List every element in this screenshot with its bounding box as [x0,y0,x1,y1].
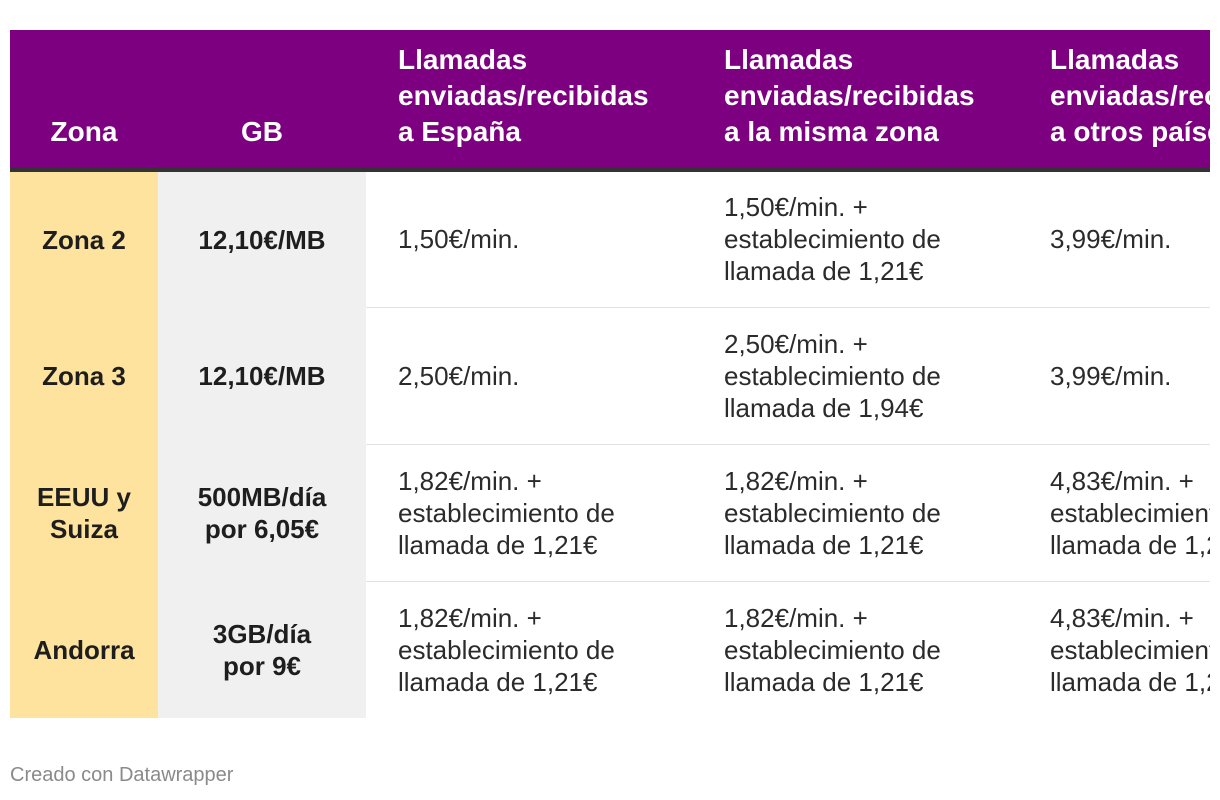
column-header-misma-zona: Llamadas enviadas/recibidas a la misma zon… [692,30,1018,172]
table-body: Zona 2 12,10€/MB 1,50€/min. 1,50€/min. + es… [10,170,1210,718]
table-cell-gb: 12,10€/MB [158,307,366,444]
table-cell-otros-paises: 3,99€/min. [1050,224,1172,255]
table-cell-espana: 1,50€/min. [398,224,520,255]
table-row: Andorra 3GB/día por 9€ 1,82€/min. + establec… [10,580,1210,718]
table-row: EEUU y Suiza 500MB/día por 6,05€ 1,82€/min. … [10,443,1210,581]
column-header-gb: GB [158,30,366,172]
table-cell-zona: Zona 3 [10,307,158,444]
table-row: Zona 2 12,10€/MB 1,50€/min. 1,50€/min. + es… [10,170,1210,307]
roaming-rates-table: Zona GB Llamadas enviadas/recibidas a Espa… [10,30,1210,718]
table-cell-gb: 500MB/día por 6,05€ [158,444,366,581]
table-cell-gb: 3GB/día por 9€ [158,581,366,718]
table-header-row: Zona GB Llamadas enviadas/recibidas a Espa… [10,30,1210,172]
column-header-espana: Llamadas enviadas/recibidas a España [366,30,692,172]
table-cell-misma-zona: 1,82€/min. + establecimiento de llamada de… [692,580,1018,718]
table-cell-misma-zona: 2,50€/min. + establecimiento de llamada de… [692,306,1018,444]
datawrapper-credit: Creado con Datawrapper [10,764,234,786]
table-cell-gb: 12,10€/MB [158,170,366,307]
table-cell-misma-zona: 1,82€/min. + establecimiento de llamada de… [692,443,1018,581]
table-cell-zona: Andorra [10,581,158,718]
table-cell-espana: 1,82€/min. + establecimiento de llamada de… [366,443,692,581]
table-cell-espana: 1,82€/min. + establecimiento de llamada de… [366,580,692,718]
table-row: Zona 3 12,10€/MB 2,50€/min. 2,50€/min. + est… [10,306,1210,444]
column-header-zona: Zona [10,30,158,172]
table-cell-zona: Zona 2 [10,170,158,307]
table-cell-espana: 2,50€/min. [366,306,692,444]
table-cell-zona: EEUU y Suiza [10,444,158,581]
table-cell-misma-zona: 1,50€/min. + establecimiento de llamada de… [724,192,941,287]
table-cell-otros-paises: 3,99€/min. [1018,306,1210,444]
data-table-container: Zona GB Llamadas enviadas/recibidas a Espa… [10,30,1210,724]
